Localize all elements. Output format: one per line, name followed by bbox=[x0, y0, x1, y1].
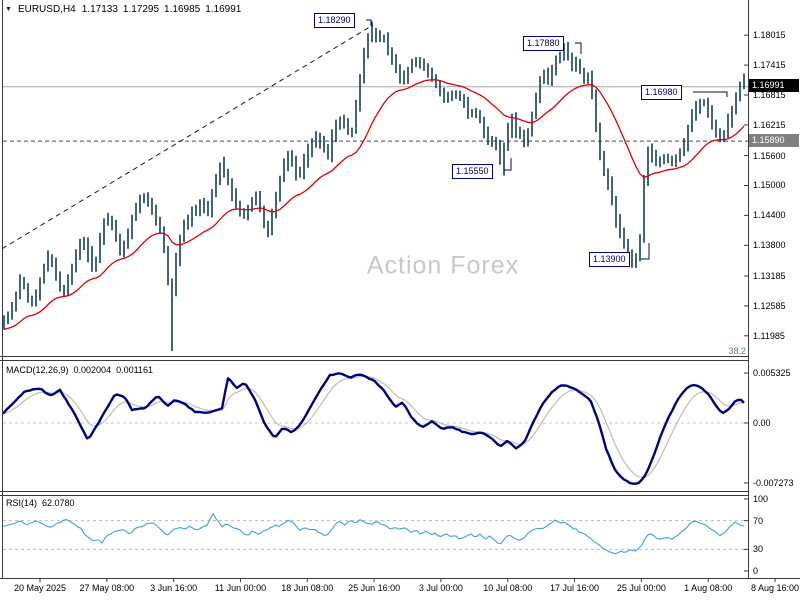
price-annotation-support[interactable]: 1.15550 bbox=[452, 164, 493, 179]
price-axis-label: 1.17415 bbox=[753, 60, 786, 71]
price-axis-label: 1.13800 bbox=[753, 240, 786, 251]
price-axis-label: 1.16215 bbox=[753, 119, 786, 130]
time-axis-label: 8 Aug 16:00 bbox=[750, 583, 800, 593]
chevron-down-icon: ▼ bbox=[5, 6, 12, 13]
rsi-axis-label: 30 bbox=[753, 544, 764, 555]
rsi-indicator-label: RSI(14) 62.0780 bbox=[6, 498, 75, 508]
rsi-value: 62.0780 bbox=[42, 498, 75, 508]
macd-axis-label: -0.007273 bbox=[753, 478, 794, 488]
time-axis-label: 27 May 08:00 bbox=[79, 583, 135, 593]
time-axis-label: 11 Jun 00:00 bbox=[214, 583, 267, 593]
price-annotation-low[interactable]: 1.13900 bbox=[589, 252, 630, 267]
time-axis-label: 1 Aug 08:00 bbox=[684, 583, 733, 593]
price-axis-label: 1.11985 bbox=[753, 330, 785, 341]
price-axis-label: 1.15000 bbox=[753, 180, 786, 191]
price-annotation-lower-high[interactable]: 1.17880 bbox=[523, 36, 564, 51]
symbol-period-label: EURUSD,H4 bbox=[17, 4, 76, 15]
rsi-axis-label: 70 bbox=[753, 515, 764, 526]
time-axis-label: 10 Jul 08:00 bbox=[483, 583, 533, 593]
macd-signal-value: 0.001161 bbox=[116, 365, 153, 375]
price-axis-label: 1.14400 bbox=[753, 210, 786, 221]
fibonacci-level-label: 38.2 bbox=[728, 346, 746, 356]
low-value: 1.16985 bbox=[164, 4, 201, 15]
macd-name: MACD(12,26,9) bbox=[6, 365, 69, 375]
rsi-axis-label: 0 bbox=[753, 566, 759, 576]
price-axis-label: 1.16815 bbox=[753, 90, 786, 100]
open-value: 1.17133 bbox=[81, 4, 118, 15]
chart-header: ▼ EURUSD,H4 1.17133 1.17295 1.16985 1.16… bbox=[5, 4, 241, 15]
macd-axis-label: 0.005325 bbox=[753, 367, 791, 378]
current-price-tag: 1.16991 bbox=[749, 79, 799, 93]
time-axis-label: 3 Jul 00:00 bbox=[418, 583, 463, 593]
rsi-axis-label: 100 bbox=[753, 494, 769, 504]
macd-main-value: 0.002004 bbox=[73, 365, 112, 375]
price-annotation-high[interactable]: 1.18290 bbox=[314, 13, 355, 28]
macd-indicator-label: MACD(12,26,9) 0.002004 0.001161 bbox=[6, 365, 153, 375]
high-value: 1.17295 bbox=[122, 4, 160, 15]
time-axis-label: 18 Jun 08:00 bbox=[281, 583, 334, 593]
price-annotation-resistance[interactable]: 1.16980 bbox=[641, 85, 682, 100]
time-axis-label: 3 Jun 16:00 bbox=[150, 583, 198, 593]
level-price-tag: 1.15890 bbox=[749, 134, 799, 148]
close-value: 1.16991 bbox=[205, 4, 242, 15]
watermark: Action Forex bbox=[366, 251, 520, 280]
price-axis-label: 1.12585 bbox=[753, 300, 786, 311]
rsi-name: RSI(14) bbox=[6, 498, 38, 508]
price-axis-label: 1.18015 bbox=[753, 30, 786, 41]
time-axis-label: 17 Jul 16:00 bbox=[550, 583, 600, 593]
time-axis-label: 25 Jun 16:00 bbox=[348, 583, 401, 593]
price-axis-label: 1.13185 bbox=[753, 270, 786, 281]
macd-axis-label: 0.00 bbox=[753, 418, 771, 428]
price-axis-label: 1.15600 bbox=[753, 150, 786, 161]
time-axis-label: 20 May 2025 bbox=[13, 583, 67, 593]
time-axis-label: 25 Jul 00:00 bbox=[616, 583, 666, 593]
